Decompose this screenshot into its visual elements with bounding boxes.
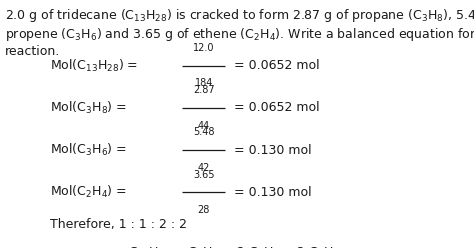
Text: 2.87: 2.87: [193, 85, 215, 95]
Text: C$_{13}$H$_{28}$ → C$_3$H$_8$ + 2 C$_3$H$_6$ + 2 C$_2$H$_4$: C$_{13}$H$_{28}$ → C$_3$H$_8$ + 2 C$_3$H…: [128, 246, 340, 248]
Text: = 0.130 mol: = 0.130 mol: [230, 186, 311, 199]
Text: 184: 184: [195, 78, 213, 88]
Text: Therefore, 1 : 1 : 2 : 2: Therefore, 1 : 1 : 2 : 2: [50, 218, 187, 231]
Text: reaction.: reaction.: [5, 45, 60, 58]
Text: = 0.130 mol: = 0.130 mol: [230, 144, 311, 156]
Text: Mol(C$_{13}$H$_{28}$) =: Mol(C$_{13}$H$_{28}$) =: [50, 58, 139, 74]
Text: = 0.0652 mol: = 0.0652 mol: [230, 59, 319, 72]
Text: 42: 42: [198, 163, 210, 173]
Text: Mol(C$_3$H$_8$) =: Mol(C$_3$H$_8$) =: [50, 100, 128, 116]
Text: 5.48: 5.48: [193, 127, 215, 137]
Text: = 0.0652 mol: = 0.0652 mol: [230, 101, 319, 114]
Text: 12.0: 12.0: [193, 43, 215, 53]
Text: 3.65: 3.65: [193, 170, 215, 180]
Text: propene (C$_3$H$_6$) and 3.65 g of ethene (C$_2$H$_4$). Write a balanced equatio: propene (C$_3$H$_6$) and 3.65 g of ethen…: [5, 26, 474, 43]
Text: Mol(C$_3$H$_6$) =: Mol(C$_3$H$_6$) =: [50, 142, 128, 158]
Text: 44: 44: [198, 121, 210, 130]
Text: 2.0 g of tridecane (C$_{13}$H$_{28}$) is cracked to form 2.87 g of propane (C$_3: 2.0 g of tridecane (C$_{13}$H$_{28}$) is…: [5, 7, 474, 25]
Text: 28: 28: [198, 205, 210, 215]
Text: Mol(C$_2$H$_4$) =: Mol(C$_2$H$_4$) =: [50, 184, 128, 200]
